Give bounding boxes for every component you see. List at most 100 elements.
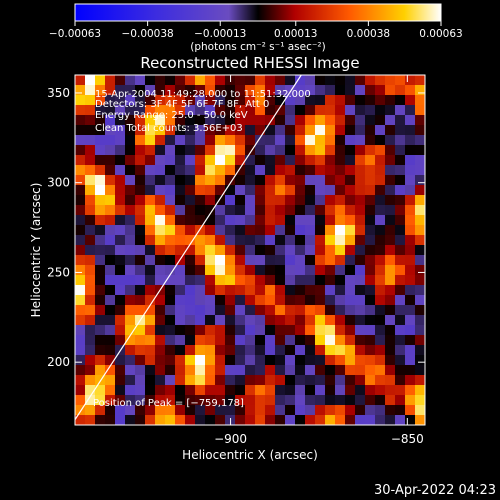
- heatmap-cell: [235, 175, 246, 186]
- heatmap-cell: [215, 215, 226, 226]
- heatmap-cell: [415, 225, 425, 236]
- heatmap-cell: [345, 205, 356, 216]
- heatmap-cell: [135, 275, 146, 286]
- heatmap-cell: [235, 115, 246, 126]
- heatmap-cell: [105, 355, 116, 366]
- heatmap-cell: [335, 405, 346, 416]
- heatmap-cell: [275, 85, 286, 96]
- heatmap-cell: [105, 395, 116, 406]
- heatmap-cell: [395, 145, 406, 156]
- heatmap-cell: [105, 305, 116, 316]
- heatmap-cell: [325, 235, 336, 246]
- heatmap-cell: [405, 255, 416, 266]
- heatmap-cell: [305, 315, 316, 326]
- heatmap-cell: [95, 175, 106, 186]
- heatmap-cell: [385, 105, 396, 116]
- heatmap-cell: [365, 325, 376, 336]
- heatmap-cell: [235, 195, 246, 206]
- heatmap-cell: [295, 215, 306, 226]
- heatmap-cell: [215, 305, 226, 316]
- heatmap-cell: [285, 215, 296, 226]
- heatmap-cell: [415, 235, 425, 246]
- heatmap-cell: [125, 125, 136, 136]
- colorbar-tick-label: 0.00038: [347, 28, 390, 40]
- heatmap-cell: [265, 305, 276, 316]
- heatmap-cell: [85, 315, 96, 326]
- heatmap-cell: [175, 355, 186, 366]
- heatmap-cell: [145, 415, 156, 425]
- heatmap-cell: [195, 385, 206, 396]
- heatmap-cell: [325, 375, 336, 386]
- heatmap-cell: [325, 105, 336, 116]
- heatmap-cell: [355, 115, 366, 126]
- heatmap-cell: [285, 355, 296, 366]
- heatmap-cell: [315, 215, 326, 226]
- heatmap-cell: [75, 75, 86, 86]
- heatmap-cell: [165, 345, 176, 356]
- heatmap-cell: [315, 375, 326, 386]
- heatmap-cell: [195, 125, 206, 136]
- heatmap-cell: [155, 155, 166, 166]
- heatmap-cell: [385, 195, 396, 206]
- heatmap-cell: [275, 105, 286, 116]
- x-tick-label: −850: [391, 432, 424, 446]
- heatmap-cell: [135, 125, 146, 136]
- heatmap-cell: [215, 285, 226, 296]
- heatmap-cell: [105, 345, 116, 356]
- heatmap-cell: [145, 215, 156, 226]
- heatmap-cell: [375, 185, 386, 196]
- heatmap-cell: [315, 365, 326, 376]
- heatmap-cell: [265, 185, 276, 196]
- heatmap-cell: [155, 295, 166, 306]
- heatmap-cell: [275, 155, 286, 166]
- heatmap-cell: [375, 135, 386, 146]
- heatmap-cell: [235, 75, 246, 86]
- heatmap-cell: [225, 295, 236, 306]
- heatmap-cell: [215, 105, 226, 116]
- heatmap-cell: [145, 105, 156, 116]
- heatmap-cell: [285, 395, 296, 406]
- heatmap-cell: [125, 165, 136, 176]
- heatmap-cell: [385, 225, 396, 236]
- heatmap-cell: [105, 295, 116, 306]
- heatmap-cell: [205, 285, 216, 296]
- heatmap-cell: [375, 115, 386, 126]
- heatmap-cell: [365, 245, 376, 256]
- heatmap-cell: [255, 115, 266, 126]
- heatmap-cell: [215, 385, 226, 396]
- heatmap-cell: [295, 235, 306, 246]
- heatmap-cell: [395, 365, 406, 376]
- heatmap-cell: [115, 235, 126, 246]
- heatmap-cell: [365, 195, 376, 206]
- heatmap-cell: [115, 115, 126, 126]
- heatmap-cell: [335, 75, 346, 86]
- heatmap-cell: [215, 155, 226, 166]
- heatmap-cell: [85, 375, 96, 386]
- heatmap-cell: [165, 275, 176, 286]
- heatmap-cell: [305, 75, 316, 86]
- heatmap-cell: [295, 295, 306, 306]
- heatmap-cell: [155, 275, 166, 286]
- heatmap-cell: [255, 375, 266, 386]
- heatmap-cell: [215, 195, 226, 206]
- heatmap-cell: [385, 335, 396, 346]
- heatmap-cell: [265, 155, 276, 166]
- heatmap-cell: [235, 295, 246, 306]
- heatmap-cell: [115, 265, 126, 276]
- heatmap-cell: [195, 395, 206, 406]
- heatmap-cell: [385, 395, 396, 406]
- heatmap-cell: [275, 285, 286, 296]
- heatmap-cell: [85, 195, 96, 206]
- heatmap-cell: [345, 135, 356, 146]
- heatmap-cell: [125, 85, 136, 96]
- heatmap-cell: [115, 415, 126, 425]
- heatmap-cell: [325, 285, 336, 296]
- heatmap-cell: [275, 375, 286, 386]
- heatmap-cell: [205, 105, 216, 116]
- heatmap-cell: [375, 215, 386, 226]
- y-tick-label: 250: [47, 265, 70, 279]
- heatmap-cell: [305, 325, 316, 336]
- heatmap-cell: [125, 325, 136, 336]
- heatmap-cell: [385, 175, 396, 186]
- heatmap-cell: [185, 215, 196, 226]
